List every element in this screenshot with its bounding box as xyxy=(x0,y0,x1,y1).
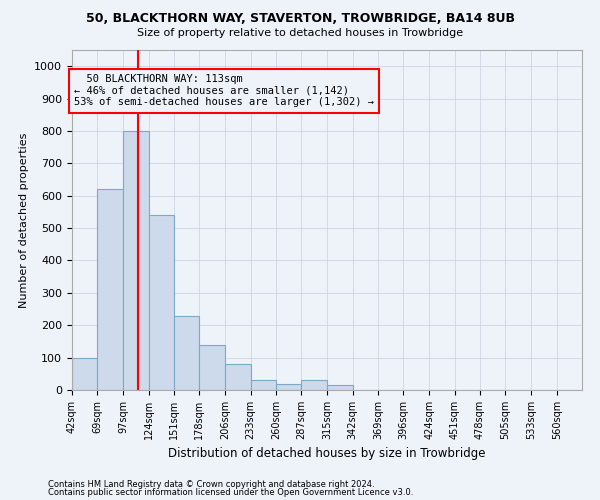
Text: Size of property relative to detached houses in Trowbridge: Size of property relative to detached ho… xyxy=(137,28,463,38)
Text: Contains public sector information licensed under the Open Government Licence v3: Contains public sector information licen… xyxy=(48,488,413,497)
Y-axis label: Number of detached properties: Number of detached properties xyxy=(19,132,29,308)
Bar xyxy=(124,131,149,390)
Bar xyxy=(251,380,276,390)
X-axis label: Distribution of detached houses by size in Trowbridge: Distribution of detached houses by size … xyxy=(168,448,486,460)
Text: 50, BLACKTHORN WAY, STAVERTON, TROWBRIDGE, BA14 8UB: 50, BLACKTHORN WAY, STAVERTON, TROWBRIDG… xyxy=(86,12,515,26)
Bar xyxy=(328,385,353,390)
Bar xyxy=(149,215,174,390)
Text: 50 BLACKTHORN WAY: 113sqm  
← 46% of detached houses are smaller (1,142)
53% of : 50 BLACKTHORN WAY: 113sqm ← 46% of detac… xyxy=(74,74,374,108)
Bar xyxy=(226,364,251,390)
Bar xyxy=(97,189,122,390)
Bar xyxy=(276,384,301,390)
Text: Contains HM Land Registry data © Crown copyright and database right 2024.: Contains HM Land Registry data © Crown c… xyxy=(48,480,374,489)
Bar xyxy=(301,380,326,390)
Bar xyxy=(72,358,97,390)
Bar xyxy=(199,344,224,390)
Bar xyxy=(174,316,199,390)
